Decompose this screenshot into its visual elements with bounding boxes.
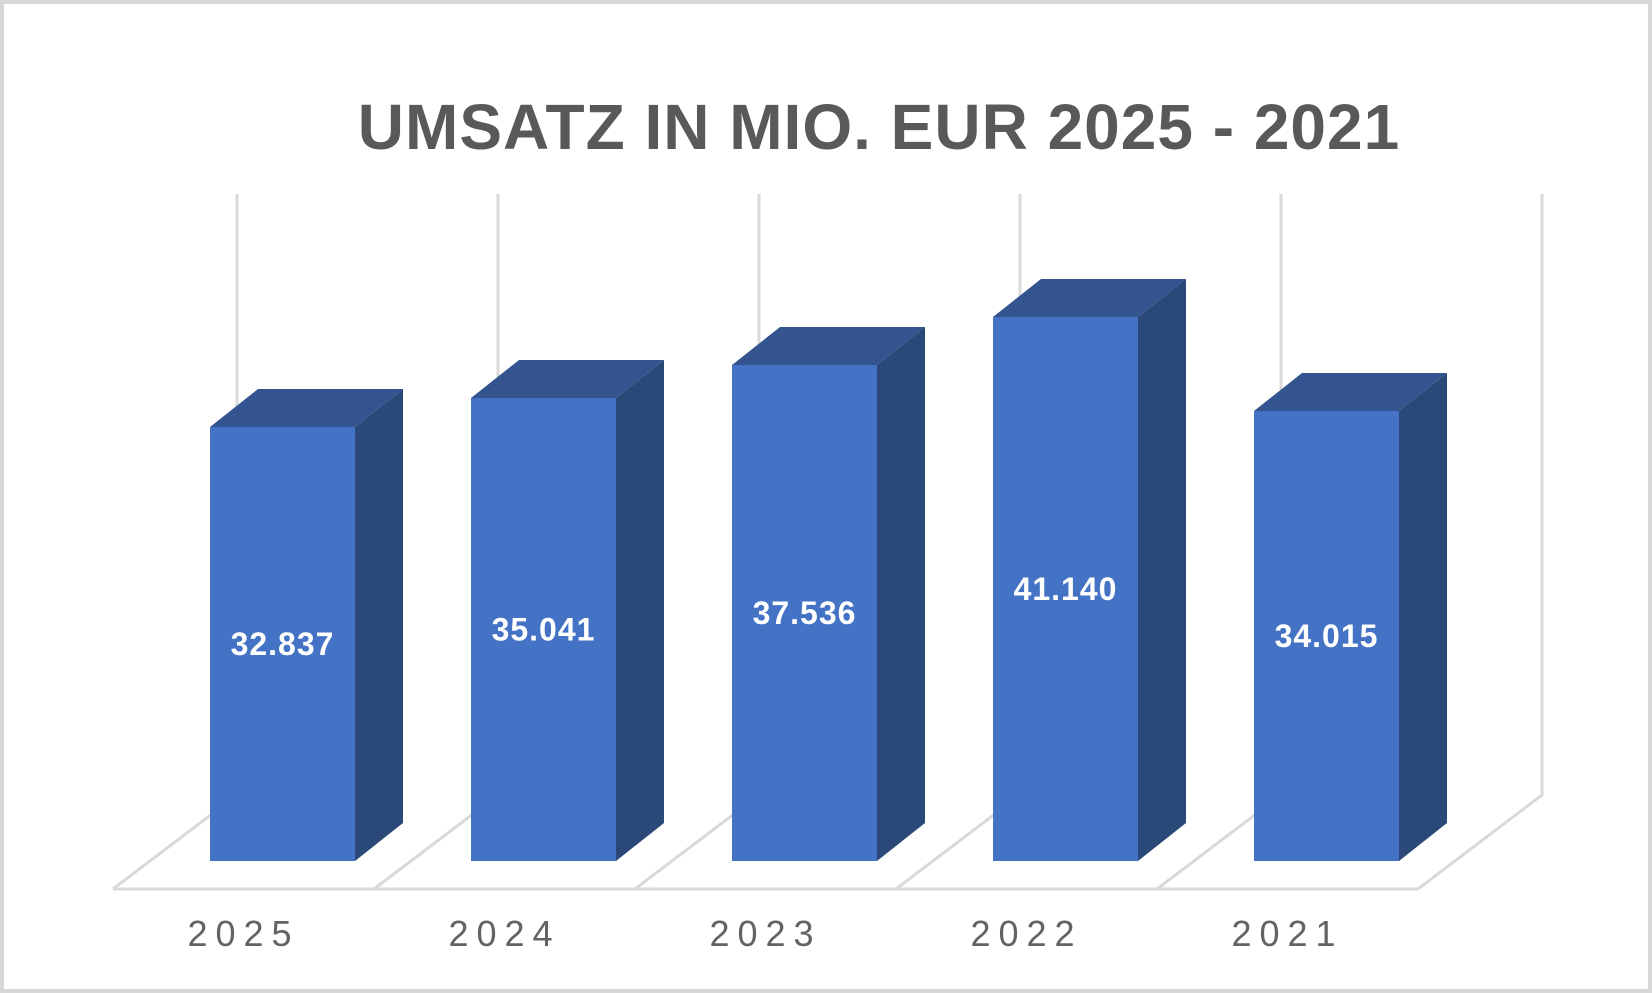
x-axis-label: 2021 <box>1231 913 1344 954</box>
bar-chart-plot: 32.837 35.041 37.536 41.140 34.015 <box>112 194 1544 891</box>
bar-value-label: 34.015 <box>1275 618 1379 654</box>
bar-front-face <box>210 427 355 861</box>
bar-front-face <box>993 317 1138 861</box>
bar-side-face <box>355 389 403 861</box>
bar-value-label: 37.536 <box>753 595 857 631</box>
x-axis-label: 2025 <box>187 913 300 954</box>
bar-side-face <box>877 327 925 861</box>
x-axis-label: 2022 <box>970 913 1083 954</box>
bar-top-face <box>210 389 403 427</box>
bar-side-face <box>1138 279 1186 861</box>
bar-front-face <box>1254 411 1399 861</box>
bar-value-label: 41.140 <box>1014 571 1118 607</box>
chart-title: UMSATZ IN MIO. EUR 2025 - 2021 <box>357 91 1401 163</box>
bar-value-label: 35.041 <box>492 612 596 648</box>
x-axis-label: 2024 <box>448 913 561 954</box>
x-axis-label: 2023 <box>709 913 822 954</box>
gridline <box>1417 194 1544 891</box>
bar-value-label: 32.837 <box>231 626 335 662</box>
bar-front-face <box>471 398 616 861</box>
bar-side-face <box>1399 373 1447 861</box>
bar-top-face <box>1254 373 1447 411</box>
bar-top-face <box>993 279 1186 317</box>
bar-side-face <box>616 360 664 861</box>
bar-top-face <box>732 327 925 365</box>
bar-front-face <box>732 365 877 861</box>
bar-top-face <box>471 360 664 398</box>
